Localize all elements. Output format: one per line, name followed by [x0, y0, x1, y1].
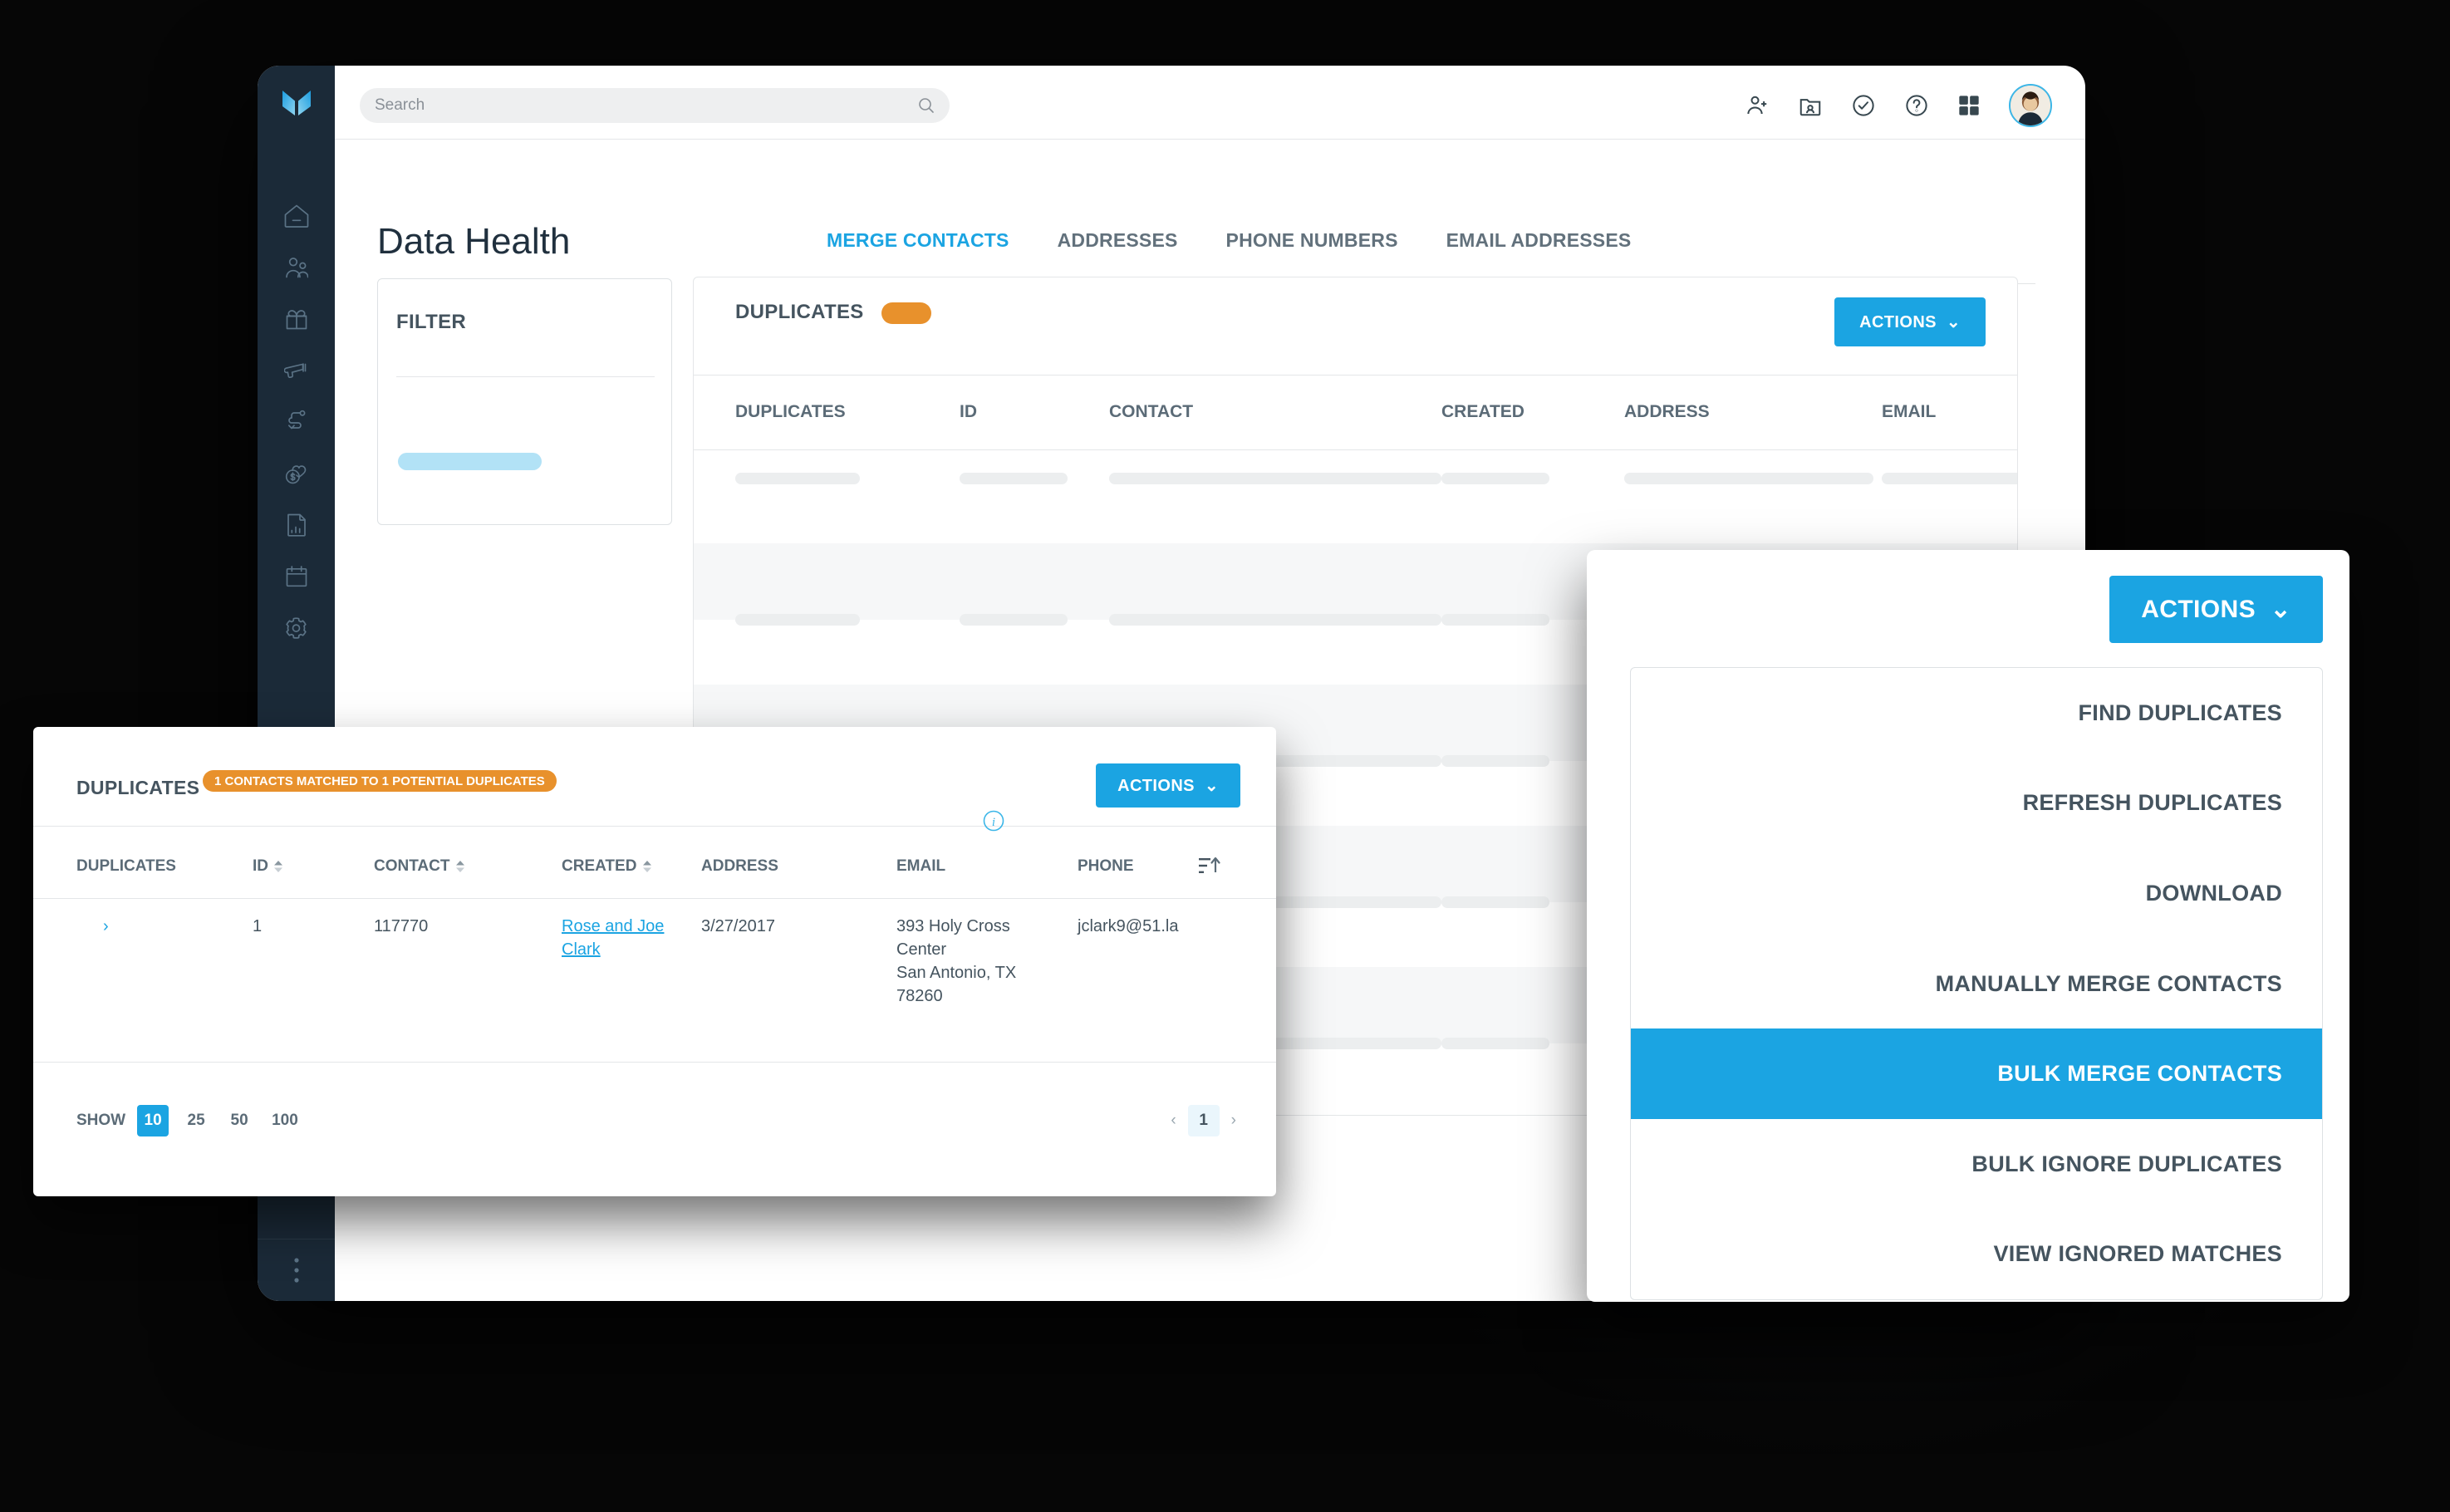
svg-text:i: i [992, 816, 995, 829]
